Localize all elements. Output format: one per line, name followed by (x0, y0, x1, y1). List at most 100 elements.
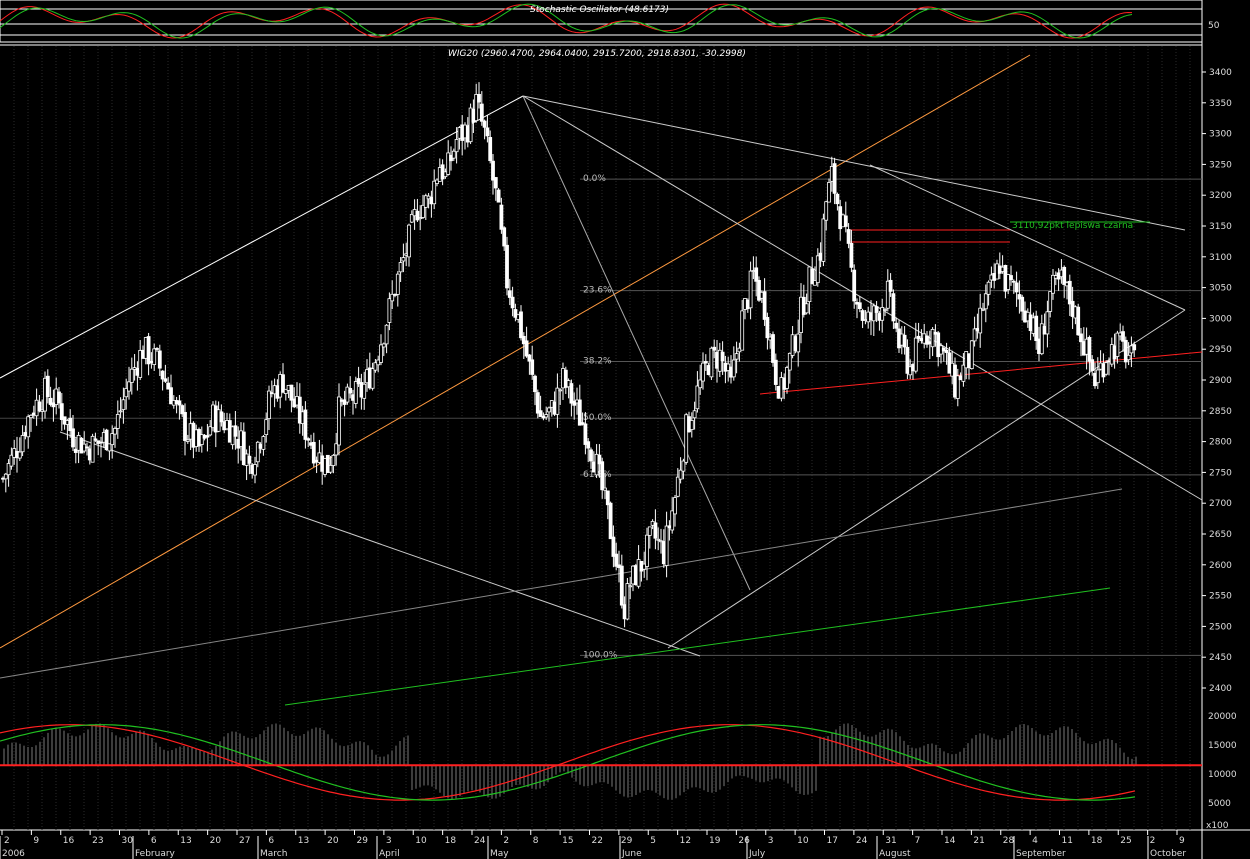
candle-up (645, 534, 649, 567)
candle-down (611, 536, 616, 557)
candle-up (423, 195, 428, 208)
candle-down (846, 229, 851, 244)
candle-down (754, 267, 759, 282)
candle-down (146, 336, 151, 365)
candle-up (446, 152, 451, 175)
y-tick-label: 2450 (1209, 653, 1232, 663)
candle-up (913, 337, 918, 372)
candle-up (390, 293, 395, 302)
candle-down (902, 334, 907, 348)
candle-down (325, 454, 330, 473)
x-tick-label: 2 (1150, 836, 1156, 846)
candle-down (166, 382, 171, 390)
candle-up (110, 433, 115, 446)
fibonacci-label: 0.0% (583, 174, 606, 184)
candle-down (757, 280, 761, 301)
x-tick-label: 6 (268, 836, 274, 846)
candle-up (283, 388, 288, 394)
candle-down (1121, 331, 1125, 342)
candle-up (983, 293, 988, 310)
candle-down (289, 384, 294, 401)
candlesticks (1, 82, 1137, 628)
candle-down (533, 375, 537, 393)
fibonacci-label: 38.2% (583, 357, 612, 367)
candle-down (852, 269, 857, 302)
candle-up (796, 333, 801, 353)
main-chart-title: WIG20 (2960.4700, 2964.0400, 2915.7200, … (448, 49, 746, 59)
candle-down (524, 340, 529, 357)
candle-down (507, 290, 512, 298)
trend-line (59, 431, 701, 657)
candle-up (821, 218, 826, 262)
candle-down (104, 429, 109, 451)
price-annotation: 3110,92pkt lepiswa czarna (1012, 221, 1133, 231)
candle-up (961, 364, 966, 382)
candle-up (748, 270, 753, 309)
x-tick-label: 10 (415, 836, 427, 846)
x-tick-label: 9 (1179, 836, 1185, 846)
candle-down (45, 375, 50, 398)
candle-up (558, 389, 563, 392)
candle-up (9, 454, 14, 467)
candle-up (418, 217, 423, 220)
x-tick-label: 2 (4, 836, 10, 846)
candle-up (387, 298, 392, 323)
y-tick-label: 3350 (1209, 99, 1232, 109)
volume-histogram (0, 723, 1202, 801)
month-label: February (135, 849, 176, 859)
candle-down (530, 359, 535, 375)
x-tick-label: 8 (533, 836, 539, 846)
month-label: October (1150, 849, 1186, 859)
candle-down (163, 378, 168, 382)
candle-up (381, 343, 386, 348)
candle-up (930, 329, 935, 348)
trend-line (522, 95, 1203, 501)
x-tick-label: 12 (680, 836, 691, 846)
candle-down (860, 310, 865, 321)
candle-up (255, 441, 260, 463)
candle-up (152, 348, 157, 365)
candle-down (393, 294, 397, 296)
trend-line (522, 95, 1186, 231)
y-tick-label: 2750 (1209, 468, 1232, 478)
candle-down (1079, 333, 1083, 343)
candle-down (916, 335, 921, 339)
candle-down (73, 448, 78, 453)
x-tick-label: 9 (33, 836, 39, 846)
x-tick-label: 17 (827, 836, 838, 846)
x-tick-label: 6 (151, 836, 157, 846)
month-label: May (490, 849, 509, 859)
candle-up (121, 399, 126, 410)
candle-up (1051, 274, 1055, 294)
candle-down (1011, 280, 1016, 283)
candle-down (68, 417, 73, 432)
candle-up (880, 307, 885, 321)
candle-down (586, 441, 591, 449)
candle-up (129, 368, 134, 383)
x-tick-label: 29 (357, 836, 369, 846)
candle-down (535, 392, 540, 414)
candle-down (538, 410, 543, 417)
y-tick-label: 3150 (1209, 222, 1232, 232)
x-tick-label: 20 (210, 836, 222, 846)
x-tick-label: 3 (768, 836, 774, 846)
candle-up (664, 525, 669, 566)
candle-down (1087, 337, 1092, 362)
candle-up (17, 451, 22, 459)
candle-up (885, 280, 890, 309)
candle-down (1014, 282, 1019, 293)
candle-down (653, 522, 658, 539)
candle-up (90, 435, 95, 463)
candle-down (177, 400, 182, 406)
y-tick-label: 2900 (1209, 376, 1232, 386)
candle-down (773, 359, 778, 385)
candle-up (6, 463, 11, 476)
candle-up (636, 559, 641, 587)
candle-down (849, 242, 854, 268)
x-tick-label: 14 (944, 836, 956, 846)
candle-down (505, 244, 509, 289)
candle-up (409, 213, 414, 223)
volume-tick-label: 20000 (1208, 712, 1237, 722)
x-tick-label: 24 (474, 836, 486, 846)
